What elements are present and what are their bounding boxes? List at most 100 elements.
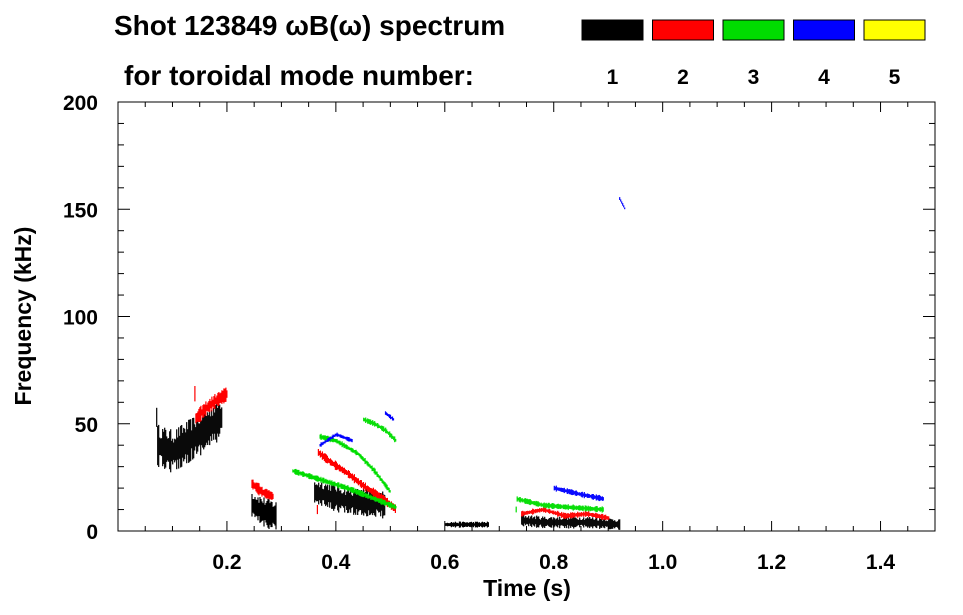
series-1-mark: [193, 417, 195, 459]
series-1-mark: [375, 491, 377, 517]
series-3-mark: [350, 447, 352, 452]
series-2-mark: [357, 478, 359, 486]
series-1-mark: [174, 438, 176, 463]
series-1-mark: [337, 486, 339, 511]
series-4-mark: [567, 489, 569, 494]
series-3-mark: [365, 492, 367, 498]
plot-area: [156, 197, 626, 530]
series-1-mark: [566, 516, 568, 529]
series-4-mark: [580, 492, 582, 497]
series-4-mark: [568, 489, 570, 495]
series-3-mark: [320, 476, 322, 483]
series-3-mark: [340, 442, 342, 445]
series-1-mark: [574, 517, 576, 528]
series-1-mark: [160, 438, 162, 456]
series-1-mark: [596, 518, 598, 529]
series-3-mark: [331, 480, 333, 487]
series-2-mark: [213, 396, 215, 409]
series-2-mark: [599, 514, 601, 519]
series-1-mark: [332, 485, 334, 509]
series-3-mark: [377, 474, 379, 478]
series-2-mark: [574, 512, 576, 518]
series-2-mark: [380, 493, 382, 503]
series-3-mark: [582, 505, 584, 511]
series-3-mark: [391, 502, 393, 509]
series-4-mark: [557, 487, 559, 491]
series-2-mark: [338, 464, 340, 472]
series-1-mark: [597, 520, 599, 526]
series-3-mark: [595, 506, 597, 513]
series-3-mark: [293, 470, 295, 473]
series-1-mark: [537, 516, 539, 527]
series-4-mark: [343, 436, 345, 439]
series-4-mark: [623, 205, 625, 208]
series-1-mark: [478, 522, 480, 527]
series-1-mark: [376, 498, 378, 510]
series-2-mark: [359, 480, 361, 487]
series-1-mark: [471, 522, 473, 527]
series-2-mark: [594, 513, 596, 517]
series-4-mark: [556, 487, 558, 491]
series-2-mark: [199, 407, 201, 422]
series-3-mark: [389, 490, 391, 493]
series-1-mark: [562, 519, 564, 526]
series-2-mark: [223, 388, 225, 404]
series-1-mark: [472, 522, 474, 528]
legend-label-mode-4: 4: [818, 66, 830, 89]
series-4-mark: [392, 418, 395, 421]
series-1-mark: [602, 520, 604, 527]
series-4-mark: [351, 439, 353, 443]
series-3-mark: [557, 503, 559, 509]
series-1-mark: [476, 521, 478, 528]
series-2-mark: [272, 493, 274, 499]
series-1-mark: [348, 489, 350, 513]
series-1-mark: [588, 518, 590, 527]
series-3-mark: [515, 506, 517, 513]
series-1-mark: [564, 516, 566, 528]
series-4-mark: [581, 491, 583, 498]
series-2-mark: [370, 488, 372, 494]
series-2-mark: [265, 488, 267, 499]
series-1-mark: [560, 519, 562, 526]
series-3-mark: [297, 469, 299, 476]
series-1-mark: [157, 426, 159, 466]
series-3-mark: [387, 487, 389, 491]
series-2-mark: [563, 512, 565, 519]
series-3-mark: [362, 456, 364, 461]
series-1-mark: [318, 482, 320, 505]
series-1-marks: [156, 400, 621, 530]
series-1-mark: [198, 423, 200, 447]
series-3-mark: [550, 503, 552, 508]
series-2-mark: [221, 390, 223, 404]
series-2-mark: [570, 512, 572, 519]
series-2-mark: [198, 408, 200, 423]
series-3-mark: [537, 501, 539, 507]
series-2-mark: [325, 454, 327, 463]
series-1-mark: [525, 516, 527, 526]
series-3-mark: [592, 507, 594, 511]
series-1-mark: [482, 522, 484, 527]
series-3-mark: [367, 418, 369, 424]
series-3-mark: [561, 505, 563, 508]
series-2-mark: [270, 491, 272, 500]
series-1-mark: [274, 505, 276, 526]
series-3-mark: [601, 506, 603, 513]
series-3-mark: [366, 494, 368, 498]
y-tick-label: 150: [63, 199, 98, 222]
series-1-mark: [325, 484, 327, 507]
series-2-mark: [601, 513, 603, 520]
series-3-mark: [556, 504, 558, 509]
series-2-mark: [323, 453, 325, 461]
series-1-mark: [199, 423, 201, 445]
series-2-mark: [362, 482, 364, 490]
series-3-mark: [594, 506, 596, 512]
series-2-mark: [340, 466, 342, 472]
series-3-mark: [336, 483, 338, 487]
series-4-mark: [591, 494, 593, 500]
series-2-mark: [588, 511, 590, 518]
legend-swatch-mode-3: [722, 19, 785, 41]
series-4-mark: [583, 492, 585, 499]
series-2-mark: [526, 511, 528, 515]
series-4-mark: [325, 440, 327, 443]
